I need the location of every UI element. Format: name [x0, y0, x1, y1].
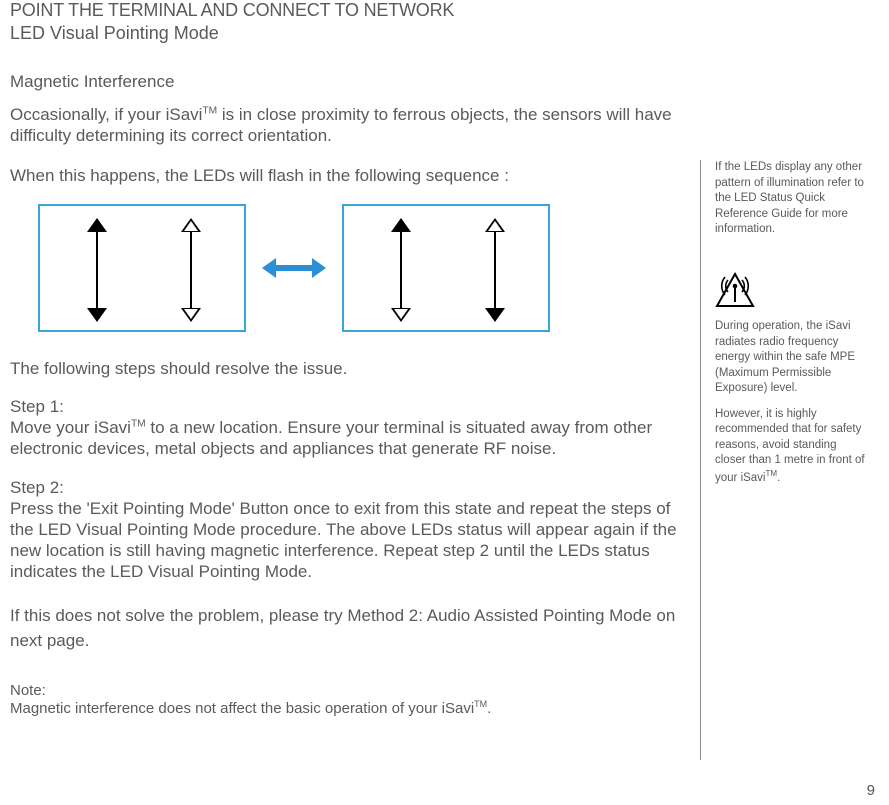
page-title-2: LED Visual Pointing Mode — [10, 23, 680, 44]
led-panel-1 — [38, 204, 246, 332]
arrow-down-outline-icon — [181, 308, 201, 322]
arrow-up-outline-icon — [485, 218, 505, 232]
step2-label: Step 2: — [10, 478, 680, 498]
page-title-1: POINT THE TERMINAL AND CONNECT TO NETWOR… — [10, 0, 680, 21]
note-body: Magnetic interference does not affect th… — [10, 699, 680, 717]
arrow-up-filled-icon — [87, 218, 107, 232]
alternating-arrow-icon — [264, 259, 324, 277]
rf-warning-icon — [715, 272, 870, 314]
step1-body: Move your iSaviTM to a new location. Ens… — [10, 417, 680, 460]
page-number: 9 — [867, 782, 875, 799]
led-sequence-diagram — [38, 204, 680, 332]
arrow-up-filled-icon — [391, 218, 411, 232]
arrow-down-filled-icon — [485, 308, 505, 322]
intro-paragraph-2: When this happens, the LEDs will flash i… — [10, 165, 680, 186]
intro1-text-a: Occasionally, if your iSavi — [10, 105, 202, 124]
sidebar3-text-b: . — [777, 472, 780, 484]
resolve-intro: The following steps should resolve the i… — [10, 358, 680, 379]
step1-text-a: Move your iSavi — [10, 418, 131, 437]
fallback-paragraph: If this does not solve the problem, plea… — [10, 603, 680, 654]
step2-body: Press the 'Exit Pointing Mode' Button on… — [10, 498, 680, 583]
led-panel-2 — [342, 204, 550, 332]
note-text-b: . — [487, 700, 491, 717]
intro-paragraph-1: Occasionally, if your iSaviTM is in clos… — [10, 104, 680, 147]
arrow-up-outline-icon — [181, 218, 201, 232]
arrow-down-outline-icon — [391, 308, 411, 322]
tm-mark: TM — [131, 418, 146, 429]
sidebar3-text-a: However, it is highly recommended that f… — [715, 408, 865, 484]
sidebar-note-1: If the LEDs display any other pattern of… — [715, 160, 870, 238]
arrow-shaft — [494, 230, 496, 310]
arrow-shaft — [400, 230, 402, 310]
arrow-down-filled-icon — [87, 308, 107, 322]
arrow-shaft — [96, 230, 98, 310]
sidebar-note-3: However, it is highly recommended that f… — [715, 407, 870, 486]
tm-mark: TM — [202, 105, 217, 116]
step1-label: Step 1: — [10, 397, 680, 417]
tm-mark: TM — [766, 469, 778, 478]
note-text-a: Magnetic interference does not affect th… — [10, 700, 474, 717]
section-heading: Magnetic Interference — [10, 72, 680, 92]
arrow-shaft — [190, 230, 192, 310]
note-label: Note: — [10, 682, 680, 699]
sidebar: If the LEDs display any other pattern of… — [700, 160, 870, 760]
sidebar-note-2: During operation, the iSavi radiates rad… — [715, 319, 870, 397]
tm-mark: TM — [474, 699, 487, 709]
